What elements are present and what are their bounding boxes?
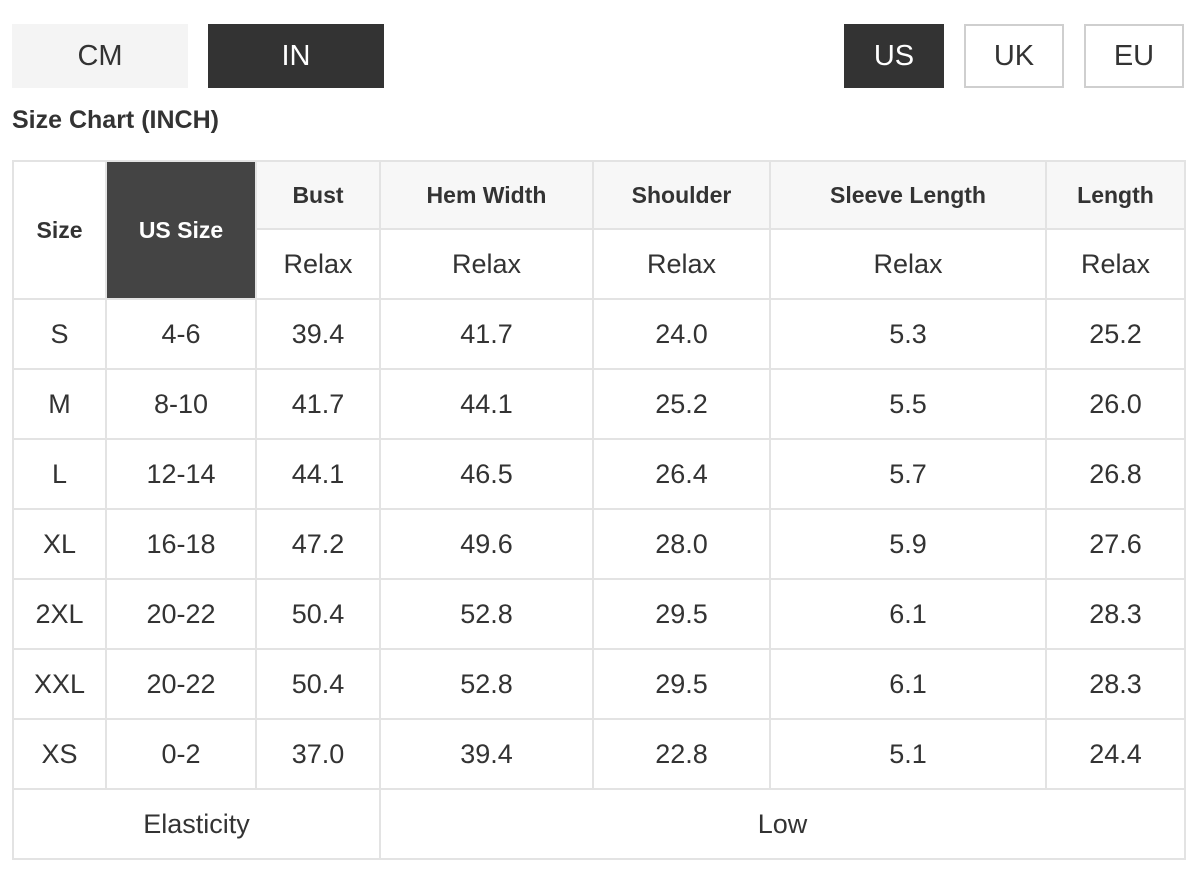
sleeve-length-cell: 5.9 <box>769 508 1047 580</box>
length-cell: 27.6 <box>1045 508 1186 580</box>
shoulder-cell: 29.5 <box>592 578 771 650</box>
length-cell: 28.3 <box>1045 578 1186 650</box>
header-row: Size US Size Bust Hem Width Shoulder Sle… <box>12 160 1186 300</box>
bust-cell: 39.4 <box>255 298 381 370</box>
header-us-size: US Size <box>105 160 257 300</box>
subheader-hem-width: Relax <box>379 228 594 300</box>
size-cell: 2XL <box>12 578 107 650</box>
us-size-cell: 20-22 <box>105 648 257 720</box>
header-sleeve-length: Sleeve Length <box>769 160 1047 230</box>
hem-width-cell: 46.5 <box>379 438 594 510</box>
shoulder-cell: 28.0 <box>592 508 771 580</box>
sleeve-length-cell: 6.1 <box>769 648 1047 720</box>
size-chart-table: Size US Size Bust Hem Width Shoulder Sle… <box>12 160 1186 860</box>
length-cell: 26.8 <box>1045 438 1186 510</box>
length-cell: 28.3 <box>1045 648 1186 720</box>
bust-cell: 50.4 <box>255 648 381 720</box>
elasticity-row: Elasticity Low <box>12 788 1186 860</box>
bust-cell: 41.7 <box>255 368 381 440</box>
length-cell: 24.4 <box>1045 718 1186 790</box>
table-row: XS 0-2 37.0 39.4 22.8 5.1 24.4 <box>12 718 1186 790</box>
shoulder-cell: 24.0 <box>592 298 771 370</box>
sleeve-length-cell: 5.3 <box>769 298 1047 370</box>
region-us-button[interactable]: US <box>844 24 944 88</box>
table-row: XL 16-18 47.2 49.6 28.0 5.9 27.6 <box>12 508 1186 580</box>
us-size-cell: 8-10 <box>105 368 257 440</box>
bust-cell: 50.4 <box>255 578 381 650</box>
region-eu-button[interactable]: EU <box>1084 24 1184 88</box>
unit-cm-button[interactable]: CM <box>12 24 188 88</box>
hem-width-cell: 41.7 <box>379 298 594 370</box>
hem-width-cell: 52.8 <box>379 578 594 650</box>
header-length: Length <box>1045 160 1186 230</box>
bust-cell: 47.2 <box>255 508 381 580</box>
bust-cell: 44.1 <box>255 438 381 510</box>
elasticity-label: Elasticity <box>12 788 381 860</box>
header-hem-width: Hem Width <box>379 160 594 230</box>
size-cell: L <box>12 438 107 510</box>
region-uk-button[interactable]: UK <box>964 24 1064 88</box>
us-size-cell: 4-6 <box>105 298 257 370</box>
subheader-sleeve-length: Relax <box>769 228 1047 300</box>
length-cell: 25.2 <box>1045 298 1186 370</box>
size-cell: XXL <box>12 648 107 720</box>
table-row: S 4-6 39.4 41.7 24.0 5.3 25.2 <box>12 298 1186 370</box>
hem-width-cell: 52.8 <box>379 648 594 720</box>
hem-width-cell: 39.4 <box>379 718 594 790</box>
subheader-length: Relax <box>1045 228 1186 300</box>
size-cell: XS <box>12 718 107 790</box>
shoulder-cell: 22.8 <box>592 718 771 790</box>
us-size-cell: 0-2 <box>105 718 257 790</box>
table-row: L 12-14 44.1 46.5 26.4 5.7 26.8 <box>12 438 1186 510</box>
elasticity-value: Low <box>379 788 1186 860</box>
sleeve-length-cell: 5.7 <box>769 438 1047 510</box>
subheader-shoulder: Relax <box>592 228 771 300</box>
size-cell: XL <box>12 508 107 580</box>
length-cell: 26.0 <box>1045 368 1186 440</box>
shoulder-cell: 25.2 <box>592 368 771 440</box>
us-size-cell: 16-18 <box>105 508 257 580</box>
hem-width-cell: 44.1 <box>379 368 594 440</box>
size-cell: M <box>12 368 107 440</box>
shoulder-cell: 26.4 <box>592 438 771 510</box>
sleeve-length-cell: 5.1 <box>769 718 1047 790</box>
table-row: XXL 20-22 50.4 52.8 29.5 6.1 28.3 <box>12 648 1186 720</box>
us-size-cell: 12-14 <box>105 438 257 510</box>
subheader-row: Relax Relax Relax Relax Relax <box>13 228 1186 300</box>
table-row: M 8-10 41.7 44.1 25.2 5.5 26.0 <box>12 368 1186 440</box>
shoulder-cell: 29.5 <box>592 648 771 720</box>
size-chart-title: Size Chart (INCH) <box>12 106 219 134</box>
us-size-cell: 20-22 <box>105 578 257 650</box>
header-bust: Bust <box>255 160 381 230</box>
header-shoulder: Shoulder <box>592 160 771 230</box>
sleeve-length-cell: 6.1 <box>769 578 1047 650</box>
size-cell: S <box>12 298 107 370</box>
hem-width-cell: 49.6 <box>379 508 594 580</box>
table-row: 2XL 20-22 50.4 52.8 29.5 6.1 28.3 <box>12 578 1186 650</box>
bust-cell: 37.0 <box>255 718 381 790</box>
subheader-bust: Relax <box>255 228 381 300</box>
header-size: Size <box>12 160 107 300</box>
unit-in-button[interactable]: IN <box>208 24 384 88</box>
sleeve-length-cell: 5.5 <box>769 368 1047 440</box>
